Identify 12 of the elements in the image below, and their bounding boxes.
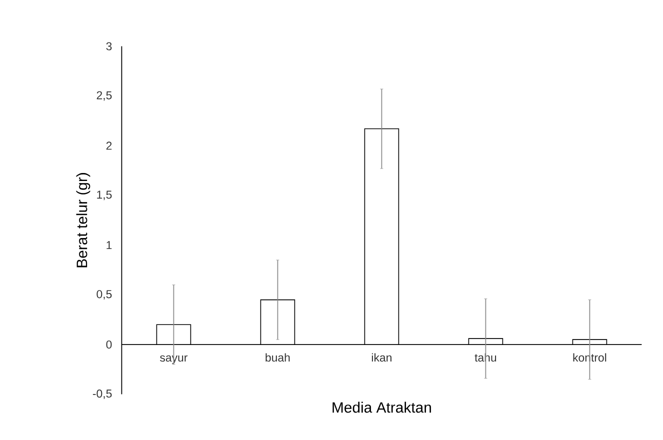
y-tick-label: 2 xyxy=(106,142,112,150)
y-tick-label: -0,5 xyxy=(92,390,112,399)
y-tick-label: 0,5 xyxy=(96,290,112,300)
y-axis-title: Berat telur (gr) xyxy=(76,173,90,268)
x-tick-label: ikan xyxy=(372,353,392,362)
y-tick-label: 2,5 xyxy=(96,91,112,101)
x-tick-label: buah xyxy=(266,353,290,362)
y-tick-label: 1,5 xyxy=(97,190,112,200)
y-tick-label: 3 xyxy=(106,42,112,50)
y-tick-label: 0 xyxy=(106,340,112,349)
y-tick-label: 1 xyxy=(106,241,112,250)
x-axis-title: Media Atraktan xyxy=(332,402,431,413)
